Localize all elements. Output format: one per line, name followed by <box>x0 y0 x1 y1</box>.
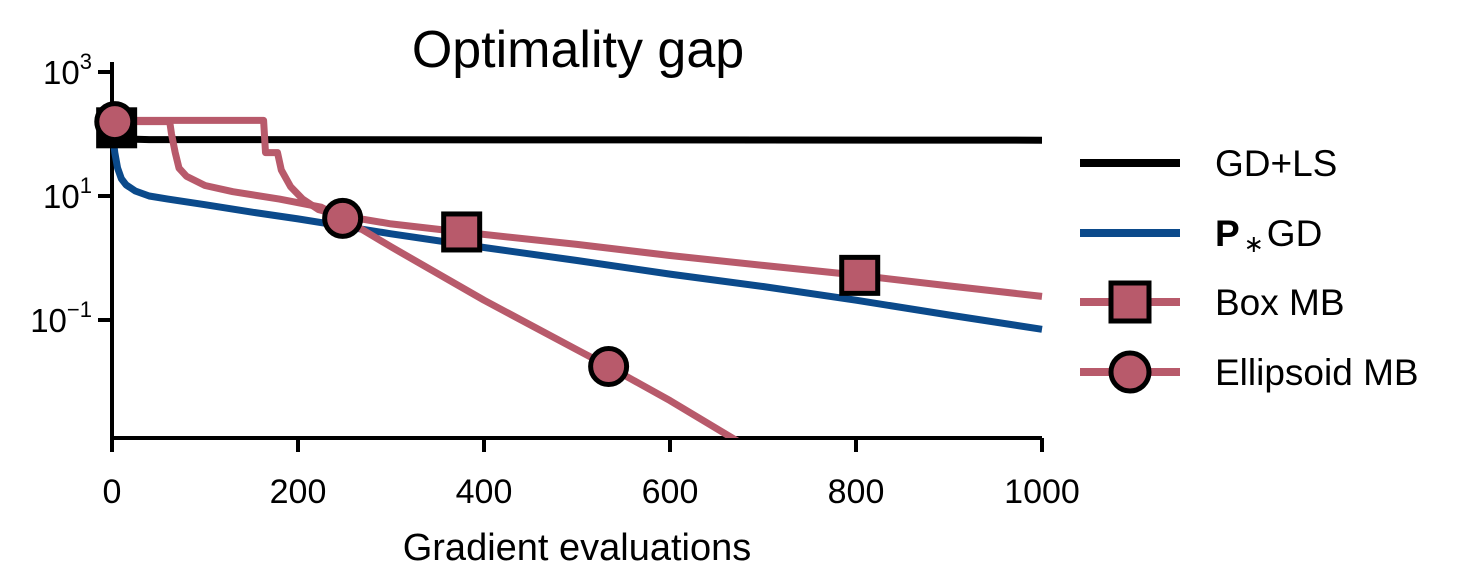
legend-swatch-marker <box>1108 350 1152 394</box>
x-tick-label: 600 <box>642 473 699 511</box>
legend-label: Ellipsoid MB <box>1215 352 1419 393</box>
x-tick-label: 1000 <box>1004 473 1080 511</box>
legend-item: GD+LS <box>1080 143 1337 184</box>
legend-label: P ∗GD <box>1215 213 1322 258</box>
legend: GD+LS P ∗GD Box MB Ellipsoid MB <box>1080 143 1419 394</box>
series-line-p-gd <box>108 127 1043 333</box>
legend-label: GD+LS <box>1215 143 1337 184</box>
legend-item: Ellipsoid MB <box>1080 350 1419 394</box>
legend-label: Box MB <box>1215 282 1345 323</box>
y-tick-exponent: 1 <box>80 173 92 198</box>
y-tick-base: 10 <box>43 54 80 91</box>
marker-ellipsoid-mb <box>588 346 630 387</box>
marker-box-mb <box>441 211 483 253</box>
legend-item: P ∗GD <box>1080 213 1322 258</box>
y-tick-base: 10 <box>43 178 80 215</box>
marker-box-mb <box>839 254 881 296</box>
series-line-gd-ls <box>108 123 1043 144</box>
marker-ellipsoid-mb <box>94 101 136 143</box>
x-ticks: 0 200 400 600 800 1000 <box>103 438 1080 511</box>
y-tick-base: 10 <box>30 302 67 339</box>
x-tick-label: 800 <box>828 473 885 511</box>
x-tick-label: 0 <box>103 473 122 511</box>
series-line-ellipsoid-mb <box>112 118 740 438</box>
series-layer <box>108 116 1043 438</box>
x-tick-label: 200 <box>270 473 327 511</box>
series-line-box-mb <box>112 116 1043 300</box>
y-tick-label: 10−1 <box>30 297 92 339</box>
marker-ellipsoid-mb <box>322 197 364 239</box>
legend-label-bold: P <box>1215 213 1240 254</box>
y-tick-label: 103 <box>43 49 92 91</box>
legend-label-subscript: ∗ <box>1244 231 1264 258</box>
y-tick-label: 101 <box>43 173 92 215</box>
y-tick-exponent: 3 <box>80 49 92 74</box>
legend-label-main: GD <box>1267 213 1323 254</box>
chart-title: Optimality gap <box>412 21 744 79</box>
marker-layer <box>94 101 881 387</box>
legend-swatch-marker <box>1108 280 1152 324</box>
x-tick-label: 400 <box>456 473 513 511</box>
legend-item: Box MB <box>1080 280 1345 324</box>
y-tick-exponent: −1 <box>67 297 92 322</box>
x-axis-label: Gradient evaluations <box>403 527 752 568</box>
